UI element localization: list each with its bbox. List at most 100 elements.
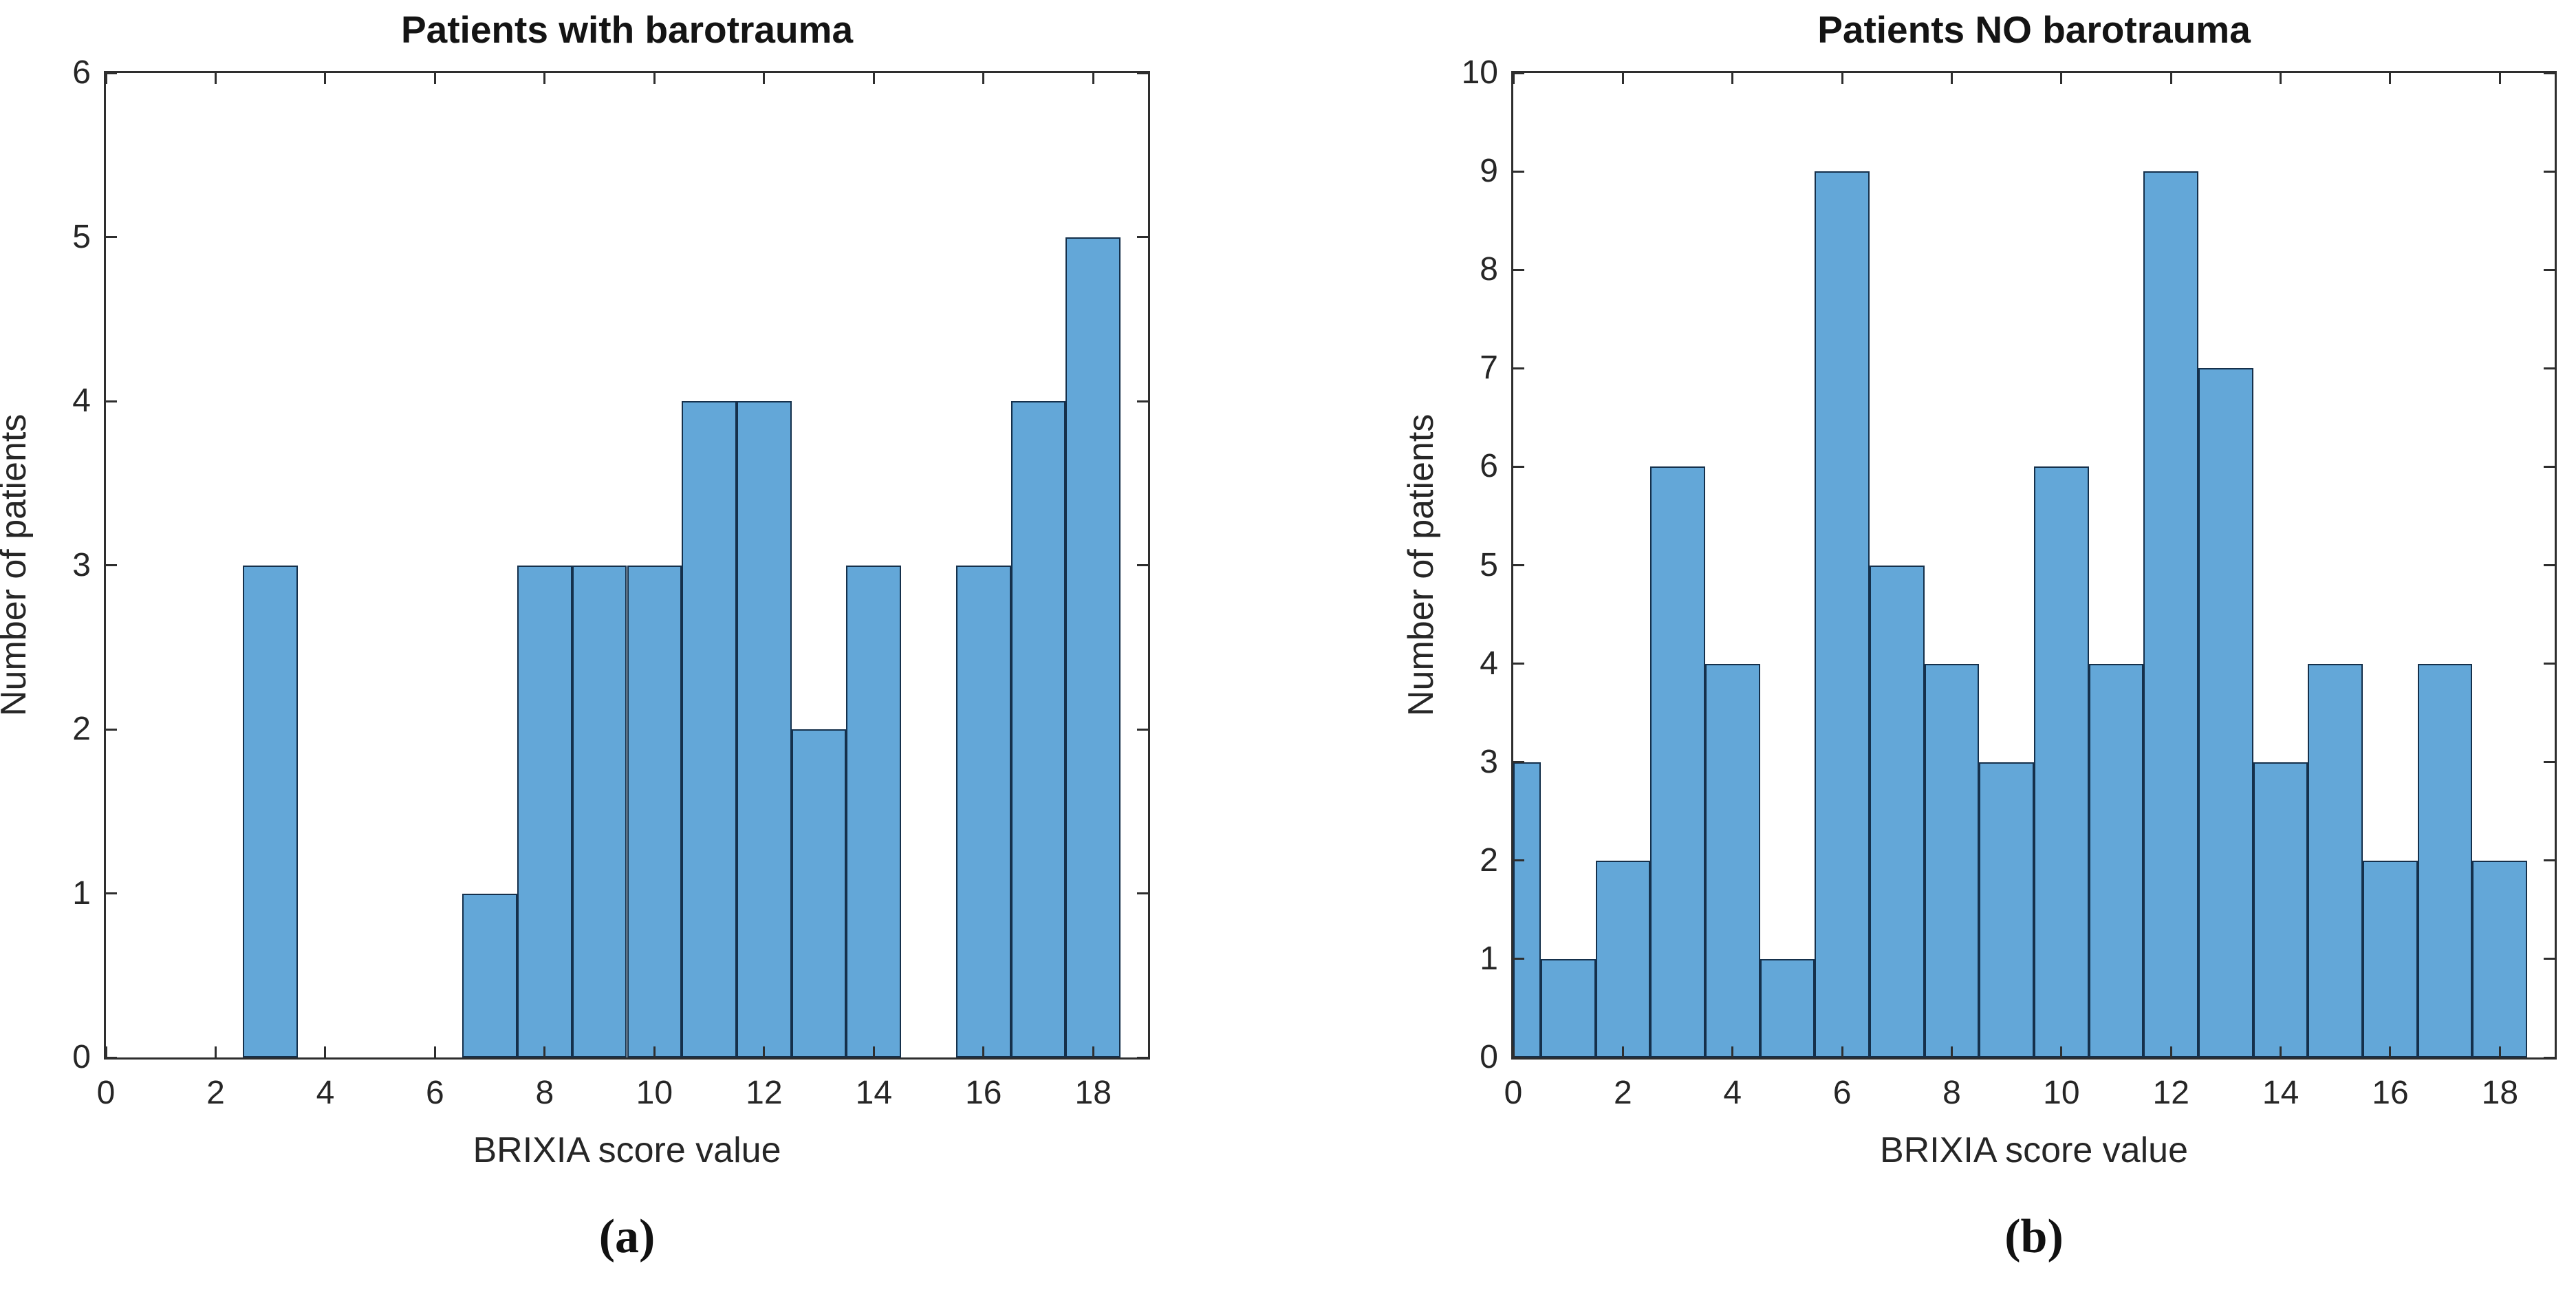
histogram-bar (1513, 762, 1541, 1057)
x-tick-label: 14 (855, 1075, 893, 1111)
x-tick (1092, 1046, 1094, 1057)
x-tick-mirror (872, 73, 875, 84)
histogram-bar (1979, 762, 2034, 1057)
y-tick (106, 564, 117, 566)
x-tick-mirror (653, 73, 656, 84)
panel-b: Patients NO barotrauma Number of patient… (1401, 8, 2557, 1263)
x-tick-mirror (2498, 73, 2501, 84)
y-tick-label: 2 (72, 711, 91, 747)
x-tick (1731, 1046, 1734, 1057)
y-tick-mirror (1137, 400, 1148, 402)
x-tick-mirror (2060, 73, 2063, 84)
x-tick-mirror (1731, 73, 1734, 84)
histogram-bar (1924, 663, 1980, 1057)
y-tick (1513, 268, 1524, 271)
histogram-bar (1815, 171, 1870, 1057)
panel-a-x-axis-label: BRIXIA score value (473, 1130, 781, 1170)
x-tick-label: 10 (636, 1075, 673, 1111)
x-tick-label: 8 (535, 1075, 554, 1111)
histogram-bar (791, 729, 847, 1057)
y-tick (1513, 1056, 1524, 1059)
histogram-bar (682, 401, 737, 1057)
y-tick-label: 7 (1480, 350, 1498, 387)
x-tick (1950, 1046, 1953, 1057)
plot-area: 0 2 4 6 8 10 12 14 16 18 0 1 2 3 4 5 6 7 8 9 10 (1462, 54, 2557, 1111)
panel-a-caption: (a) (598, 1210, 656, 1263)
x-tick (2389, 1046, 2392, 1057)
y-tick (106, 728, 117, 731)
y-tick-mirror (2544, 958, 2555, 960)
histogram-bar (517, 565, 572, 1057)
y-tick-label: 2 (1480, 841, 1498, 879)
y-tick (106, 892, 117, 894)
x-tick-label: 14 (2262, 1075, 2299, 1111)
x-tick (763, 1046, 766, 1057)
histogram-bar (2198, 368, 2253, 1057)
x-tick (214, 1046, 217, 1057)
x-tick-label: 0 (96, 1075, 116, 1111)
histogram-bar (2034, 466, 2089, 1057)
histogram-bar (1704, 663, 1760, 1057)
y-tick-mirror (1137, 564, 1148, 566)
histogram-bar (846, 565, 902, 1057)
x-tick-label: 16 (2372, 1075, 2409, 1111)
x-tick-label: 2 (206, 1075, 225, 1111)
x-tick-mirror (1092, 73, 1094, 84)
y-tick-label: 0 (1480, 1039, 1498, 1075)
y-tick-mirror (1137, 728, 1148, 731)
y-tick (1513, 72, 1524, 74)
y-tick (1513, 367, 1524, 369)
panel-a: Patients with barotrauma Number of patie… (0, 8, 1150, 1263)
y-tick-mirror (2544, 663, 2555, 665)
x-tick (653, 1046, 656, 1057)
y-tick-mirror (1137, 236, 1148, 238)
y-tick (106, 72, 117, 74)
y-tick-mirror (2544, 1056, 2555, 1059)
histogram-bar (2308, 663, 2363, 1057)
histogram-bar (955, 565, 1011, 1057)
y-tick-label: 3 (1480, 743, 1498, 780)
histogram-bar (2253, 762, 2308, 1057)
x-tick (1841, 1046, 1843, 1057)
y-tick-label: 9 (1480, 153, 1498, 190)
y-tick (106, 236, 117, 238)
x-tick (543, 1046, 546, 1057)
x-tick (2169, 1046, 2172, 1057)
x-tick-mirror (543, 73, 546, 84)
panel-b-x-axis-label: BRIXIA score value (1880, 1130, 2188, 1170)
x-tick (324, 1046, 327, 1057)
x-tick-label: 2 (1614, 1075, 1632, 1111)
x-tick (433, 1046, 436, 1057)
histogram-bar (736, 401, 792, 1057)
x-tick-label: 12 (746, 1075, 783, 1111)
y-tick (1513, 859, 1524, 862)
x-tick-mirror (324, 73, 327, 84)
y-tick-mirror (2544, 367, 2555, 369)
histogram-bar (2143, 171, 2199, 1057)
x-tick-mirror (1950, 73, 1953, 84)
x-tick-label: 4 (1723, 1075, 1742, 1111)
histogram-bar (462, 893, 518, 1057)
y-tick-label: 4 (72, 383, 91, 419)
x-tick-label: 18 (1074, 1075, 1112, 1111)
x-tick (1621, 1046, 1624, 1057)
y-tick-label: 8 (1480, 251, 1498, 288)
y-tick-label: 4 (1480, 645, 1498, 682)
x-tick-label: 12 (2152, 1075, 2189, 1111)
y-tick-mirror (2544, 268, 2555, 271)
histogram-bar (2363, 860, 2418, 1057)
x-tick-label: 16 (965, 1075, 1002, 1111)
histogram-bar (1540, 958, 1596, 1057)
x-tick-mirror (1841, 73, 1843, 84)
x-tick (2498, 1046, 2501, 1057)
x-tick (872, 1046, 875, 1057)
x-tick-mirror (763, 73, 766, 84)
x-tick-mirror (105, 73, 107, 84)
x-tick-mirror (2389, 73, 2392, 84)
x-tick-label: 6 (426, 1075, 444, 1111)
x-tick-label: 0 (1504, 1075, 1523, 1111)
y-tick (106, 400, 117, 402)
x-tick-mirror (982, 73, 985, 84)
y-tick-mirror (1137, 72, 1148, 74)
